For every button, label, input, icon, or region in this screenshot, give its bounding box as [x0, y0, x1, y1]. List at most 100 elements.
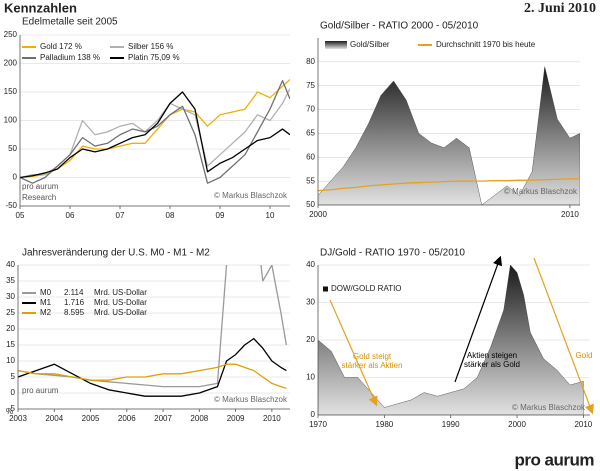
- y-tick-label: 35: [6, 276, 15, 285]
- x-tick-label: 10: [266, 211, 275, 220]
- legend-label: Platin 75,09 %: [128, 53, 180, 62]
- y-tick-label: -50: [5, 201, 17, 210]
- y-tick-label: 0: [311, 410, 316, 419]
- legend-label: Palladium 138 %: [40, 53, 100, 62]
- y-tick-label: 60: [306, 152, 315, 161]
- chart: Edelmetalle seit 2005-50050100150200250G…: [4, 17, 290, 220]
- x-tick-label: 2009: [227, 414, 245, 423]
- legend-swatch: [325, 41, 347, 49]
- legend-swatch: [323, 286, 328, 292]
- annotation: stärker als Aktien: [342, 361, 403, 370]
- legend-label: Durchschnitt 1970 bis heute: [436, 40, 536, 49]
- y-tick-label: 55: [306, 176, 315, 185]
- y-tick-label: 10: [306, 373, 315, 382]
- y-tick-label: 100: [4, 116, 18, 125]
- y-tick-label: -5: [8, 404, 16, 413]
- annotation: pro aurum: [22, 182, 59, 191]
- chart: Jahresveränderung der U.S. M0 - M1 - M2 -…: [6, 248, 290, 423]
- annotation: Research: [22, 193, 56, 202]
- chart-title: Edelmetalle seit 2005: [22, 17, 118, 28]
- legend-amount: 8.595: [64, 308, 85, 317]
- y-tick-label: 10: [6, 356, 15, 365]
- chart: DJ/Gold - RATIO 1970 - 05/2010 0 10 20 30 40 D…: [306, 248, 593, 429]
- line: [20, 78, 290, 179]
- y-tick-label: 75: [306, 81, 315, 90]
- x-tick-label: 06: [66, 211, 75, 220]
- annotation: Gold: [576, 351, 593, 360]
- y-tick-label: 40: [6, 260, 15, 269]
- y-tick-label: 50: [8, 144, 17, 153]
- y-tick-label: 15: [6, 340, 15, 349]
- line: [18, 337, 287, 397]
- x-tick-label: 2005: [82, 414, 100, 423]
- legend-amount: 1.716: [64, 298, 85, 307]
- y-tick-label: 40: [306, 260, 315, 269]
- legend-unit: Mrd. US-Dollar: [94, 308, 147, 317]
- arrows: [329, 255, 594, 415]
- line: [318, 178, 580, 192]
- annotation: Aktien steigen: [467, 351, 517, 360]
- x-tick-label: 09: [216, 211, 225, 220]
- y-tick-label: 200: [4, 59, 18, 68]
- header-title: Kennzahlen: [4, 0, 77, 15]
- x-tick-label: 2003: [9, 414, 27, 423]
- legend-label: DOW/GOLD RATIO: [331, 284, 402, 293]
- line: [20, 79, 290, 184]
- line: [18, 363, 287, 389]
- legend-label: Silber 156 %: [128, 42, 173, 51]
- x-tick-label: 2000: [508, 420, 526, 429]
- area: [318, 66, 580, 205]
- x-tick-label: 1980: [375, 420, 393, 429]
- x-tick-label: 2010: [263, 414, 281, 423]
- x-tick-label: 2006: [118, 414, 136, 423]
- x-tick-label: 2007: [154, 414, 172, 423]
- annotation: © Markus Blaschzok: [504, 187, 578, 196]
- header-date: 2. Juni 2010: [524, 1, 596, 16]
- x-tick-label: 2008: [190, 414, 208, 423]
- y-tick-label: 150: [4, 87, 18, 96]
- annotation: © Markus Blaschzok: [214, 191, 288, 200]
- line: [18, 265, 288, 388]
- legend-label: M2: [40, 308, 52, 317]
- annotation: Gold steigt: [353, 352, 392, 361]
- x-tick-label: 08: [166, 211, 175, 220]
- footer-brand: pro aurum: [514, 450, 594, 469]
- y-tick-label: 80: [306, 57, 315, 66]
- legend-label: M1: [40, 298, 52, 307]
- y-tick-label: 5: [11, 372, 16, 381]
- chart-title: Jahresveränderung der U.S. M0 - M1 - M2: [22, 248, 210, 259]
- chart: Gold/Silber - RATIO 2000 - 05/2010 50 55 60…: [306, 21, 580, 219]
- legend-label: Gold/Silber: [350, 40, 390, 49]
- y-tick-label: 20: [6, 324, 15, 333]
- x-tick-label: 1970: [309, 420, 327, 429]
- annotation: stärker als Gold: [464, 360, 520, 369]
- line: [20, 91, 290, 179]
- annotation: © Markus Blaschzok: [512, 403, 586, 412]
- arrow: [454, 255, 503, 383]
- legend-label: Gold 172 %: [40, 42, 82, 51]
- y-tick-label: 30: [6, 292, 15, 301]
- legend-label: M0: [40, 288, 52, 297]
- annotation: © Markus Blaschzok: [214, 395, 288, 404]
- y-tick-label: 0: [13, 173, 18, 182]
- area: [318, 265, 584, 415]
- chart-title: DJ/Gold - RATIO 1970 - 05/2010: [320, 248, 465, 259]
- x-tick-label: 2000: [309, 210, 327, 219]
- y-axis-label: %: [6, 407, 13, 416]
- x-tick-label: 07: [116, 211, 125, 220]
- arrow: [533, 257, 594, 415]
- y-tick-label: 0: [11, 388, 16, 397]
- legend-unit: Mrd. US-Dollar: [94, 298, 147, 307]
- x-tick-label: 2010: [561, 210, 579, 219]
- y-tick-label: 250: [4, 30, 18, 39]
- y-tick-label: 30: [306, 298, 315, 307]
- y-tick-label: 20: [306, 335, 315, 344]
- chart-title: Gold/Silber - RATIO 2000 - 05/2010: [320, 21, 479, 32]
- x-tick-label: 1990: [442, 420, 460, 429]
- y-tick-label: 50: [306, 200, 315, 209]
- x-tick-label: 2010: [574, 420, 592, 429]
- annotation: pro aurum: [22, 386, 59, 395]
- x-tick-label: 05: [16, 211, 25, 220]
- y-tick-label: 70: [306, 105, 315, 114]
